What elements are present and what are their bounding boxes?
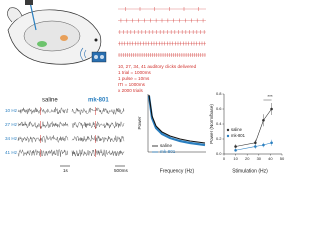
- legend-label: saline: [231, 127, 243, 132]
- spectrum-panel: Power Frequency (Hz) saline mk-801: [137, 94, 206, 174]
- stimulus-line: 1 pulse = 10ms: [118, 76, 150, 81]
- data-point: [254, 145, 257, 148]
- annotation: ***: [267, 94, 273, 99]
- stimulation-chart: Power (Norm/base) Stimulation (Hz) *** 0…: [209, 91, 285, 174]
- lfp-traces: [17, 107, 125, 158]
- x-tick-label: 40: [268, 156, 273, 161]
- y-axis-label: Power: [137, 116, 142, 129]
- trace: [17, 135, 69, 143]
- spectrum-line: [147, 95, 206, 147]
- y-tick-label: 0.4: [216, 121, 222, 126]
- data-point: [262, 118, 265, 122]
- trace: [71, 121, 125, 129]
- legend-label: mk-801: [160, 149, 176, 154]
- legend-label: mk-801: [231, 133, 246, 138]
- frequency-label: 27 Hz: [5, 122, 18, 127]
- frequency-label: 34 Hz: [5, 136, 18, 141]
- axis: [223, 94, 282, 155]
- condition-label: mk-801: [88, 98, 109, 104]
- series-line: [235, 108, 272, 147]
- y-tick-label: 0.6: [216, 106, 222, 111]
- data-point: [234, 148, 237, 152]
- data-point: [254, 141, 257, 145]
- legend-label: saline: [160, 143, 172, 148]
- series-line: [235, 142, 272, 151]
- stimulus-line: 1 trial = 1000ms: [118, 70, 152, 75]
- x-tick-label: 50: [280, 156, 285, 161]
- trace: [71, 135, 125, 143]
- legend-swatch: [226, 128, 230, 132]
- trace: [17, 149, 68, 157]
- data-point: [262, 143, 265, 147]
- condition-label: saline: [42, 98, 58, 104]
- mouse-schematic: [7, 0, 102, 65]
- y-tick-label: 0.0: [216, 151, 222, 156]
- y-tick-label: 0.2: [216, 136, 222, 141]
- x-axis-label: Frequency (Hz): [160, 168, 195, 174]
- speaker-icon: [80, 47, 107, 63]
- stimulus-line: ITI = 1000ms: [118, 82, 146, 87]
- data-point: [270, 107, 273, 111]
- frequency-label: 41 Hz: [5, 150, 18, 155]
- x-tick-label: 30: [257, 156, 262, 161]
- x-axis-label: Stimulation (Hz): [232, 168, 268, 174]
- legend-swatch: [226, 134, 230, 138]
- stimulus-line: x 2000 trials: [118, 88, 143, 93]
- click-trains: [118, 7, 206, 57]
- scale-bar-label: 500ms: [114, 168, 128, 173]
- stimulus-line: 10, 27, 34, 41 auditory clicks delivered: [118, 64, 197, 69]
- scale-bar-label: 1s: [63, 168, 69, 173]
- figure: 10, 27, 34, 41 auditory clicks delivered…: [5, 0, 285, 174]
- y-tick-label: 0.8: [216, 91, 222, 96]
- frequency-label: 10 Hz: [5, 108, 18, 113]
- x-tick-label: 10: [233, 156, 238, 161]
- x-tick-label: 20: [245, 156, 250, 161]
- data-point: [234, 145, 237, 148]
- stimulus-notes: 10, 27, 34, 41 auditory clicks delivered…: [118, 64, 197, 93]
- trace: [17, 107, 69, 115]
- trace: [17, 121, 69, 129]
- trace: [71, 149, 125, 158]
- axis: [147, 94, 206, 153]
- data-point: [270, 141, 273, 145]
- x-tick-label: 0: [223, 156, 226, 161]
- trace: [71, 107, 125, 115]
- y-axis-label: Power (Norm/base): [209, 104, 214, 144]
- spectrum-line: [148, 94, 206, 144]
